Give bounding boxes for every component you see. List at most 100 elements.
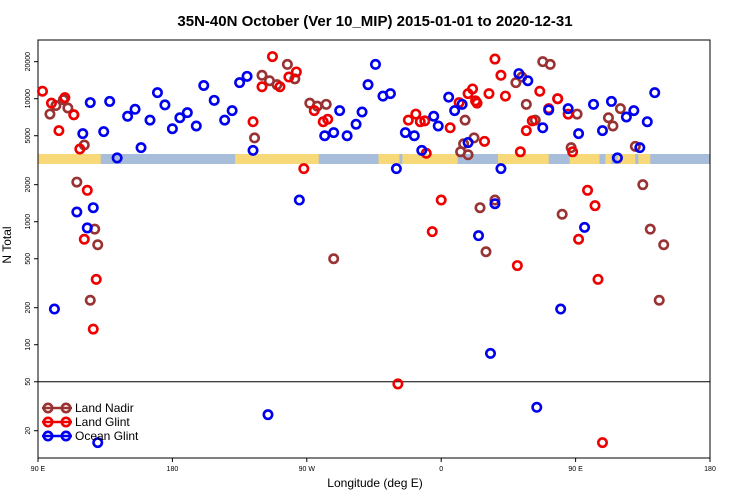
data-point <box>71 206 83 218</box>
data-point <box>390 163 402 175</box>
data-point <box>562 103 574 115</box>
data-point <box>410 108 422 120</box>
data-point <box>78 233 90 245</box>
x-tick-label: 180 <box>167 466 179 473</box>
x-axis-label: Longitude (deg E) <box>327 476 422 490</box>
data-point <box>247 144 259 156</box>
data-point <box>290 66 302 78</box>
data-point <box>596 125 608 137</box>
data-point <box>392 378 404 390</box>
y-tick-label: 50 <box>25 378 32 386</box>
data-point <box>614 103 626 115</box>
data-point <box>334 105 346 117</box>
y-tick-label: 5000 <box>25 128 32 144</box>
data-point <box>77 128 89 140</box>
legend-swatch-marker <box>60 402 72 414</box>
data-point <box>322 113 334 125</box>
data-point <box>474 202 486 214</box>
data-point <box>471 97 483 109</box>
data-point <box>480 246 492 258</box>
data-point <box>462 137 474 149</box>
data-point <box>473 230 485 242</box>
data-point <box>607 120 619 132</box>
data-point <box>166 123 178 135</box>
data-point <box>208 94 220 106</box>
data-point <box>98 126 110 138</box>
data-point <box>92 437 104 449</box>
axis-frame <box>37 39 711 459</box>
data-point <box>495 163 507 175</box>
legend-item: Land Glint <box>42 415 130 429</box>
y-tick-label: 20000 <box>25 52 32 72</box>
data-point <box>510 77 522 89</box>
series-ocean-glint <box>48 58 661 449</box>
legend-swatch-marker <box>60 430 72 442</box>
data-point <box>426 226 438 238</box>
data-point <box>573 233 585 245</box>
data-point <box>620 111 632 123</box>
data-point <box>87 202 99 214</box>
data-point <box>520 98 532 110</box>
legend-swatch-marker <box>60 416 72 428</box>
legend-swatch-marker <box>42 402 54 414</box>
data-point <box>59 92 71 104</box>
data-point <box>449 105 461 117</box>
data-point <box>356 106 368 118</box>
legend-item: Ocean Glint <box>42 429 139 443</box>
data-point <box>198 80 210 92</box>
data-point <box>45 97 57 109</box>
legend-label: Ocean Glint <box>75 429 139 443</box>
y-tick-label: 200 <box>25 302 32 314</box>
data-point <box>489 198 501 210</box>
data-point <box>592 273 604 285</box>
y-axis-ticks: 20 50 100 200 500 1000 2000 5000 10000 20000 <box>25 52 38 435</box>
data-point <box>226 105 238 117</box>
legend-item: Land Nadir <box>42 401 134 415</box>
y-tick-label: 1000 <box>25 214 32 230</box>
data-point <box>362 79 374 91</box>
y-axis-label: N Total <box>0 226 14 263</box>
data-point <box>479 135 491 147</box>
data-point <box>283 71 295 83</box>
chart-title: 35N-40N October (Ver 10_MIP) 2015-01-01 … <box>177 13 572 30</box>
data-point <box>181 107 193 119</box>
data-point <box>511 260 523 272</box>
data-points <box>36 51 670 449</box>
data-point <box>653 294 665 306</box>
data-point <box>562 108 574 120</box>
data-point <box>543 104 555 116</box>
data-point <box>68 109 80 121</box>
data-point <box>402 114 414 126</box>
data-point <box>159 99 171 111</box>
data-point <box>534 85 546 97</box>
data-point <box>84 97 96 109</box>
data-point <box>62 102 74 114</box>
data-point <box>514 146 526 158</box>
data-point <box>571 108 583 120</box>
data-point <box>81 222 93 234</box>
x-tick-label: 90 W <box>299 466 316 473</box>
data-point <box>74 143 86 155</box>
data-point <box>111 152 123 164</box>
data-point <box>556 208 568 220</box>
data-point <box>495 69 507 81</box>
data-point <box>428 110 440 122</box>
data-point <box>274 81 286 93</box>
data-point <box>602 112 614 124</box>
land-band-segment <box>402 154 458 164</box>
data-point <box>649 87 661 99</box>
data-point <box>611 152 623 164</box>
data-point <box>92 239 104 251</box>
data-point <box>247 116 259 128</box>
x-tick-label: 90 E <box>568 466 583 473</box>
data-point <box>419 115 431 127</box>
data-point <box>135 142 147 154</box>
land-band-segment <box>378 154 400 164</box>
data-point <box>531 401 543 413</box>
land-band-segment <box>605 154 612 164</box>
data-point <box>399 127 411 139</box>
data-point <box>298 163 310 175</box>
data-point <box>328 253 340 265</box>
data-point <box>328 127 340 139</box>
